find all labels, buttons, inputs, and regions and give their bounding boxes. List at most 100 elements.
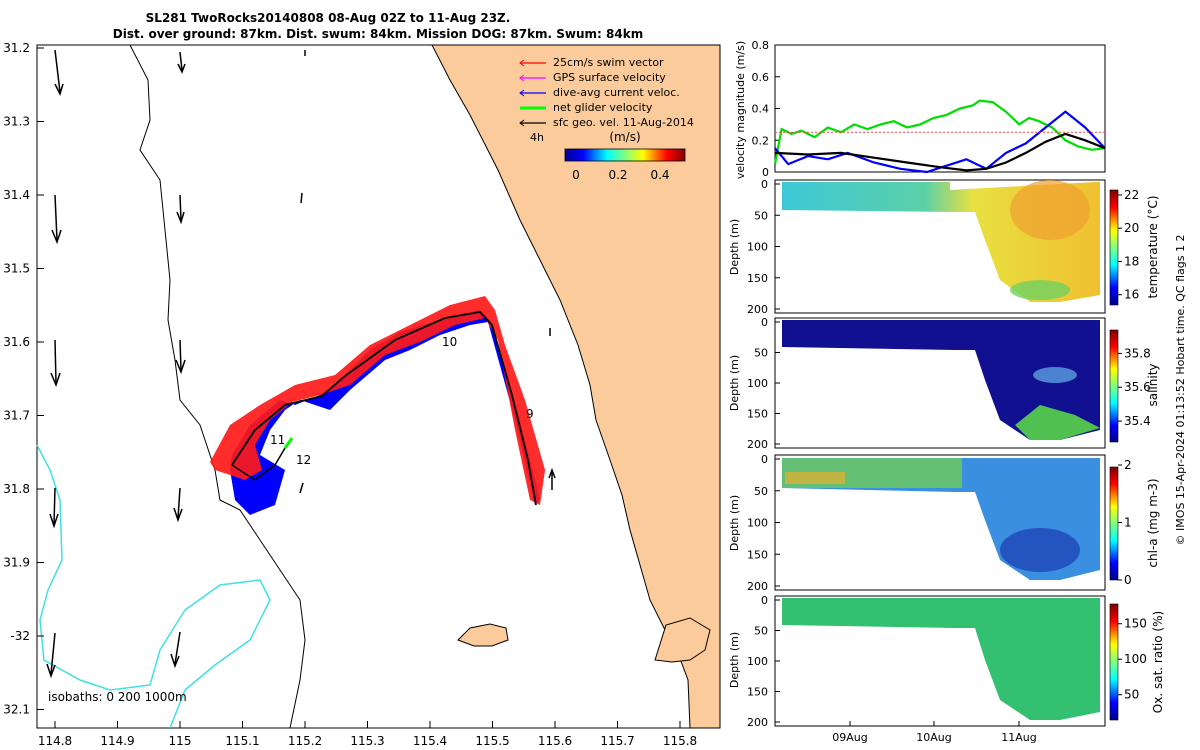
- chla-ylabel: Depth (m): [728, 495, 741, 551]
- cbar-tick: 150: [1124, 617, 1147, 631]
- depth-tick: 150: [747, 408, 768, 421]
- panel-ticks: 0501001502001618202205010015020035.435.6…: [747, 178, 1151, 744]
- chla-cbar-label: chl-a (mg m-3): [1146, 478, 1160, 567]
- svg-text:25cm/s swim vector: 25cm/s swim vector: [553, 56, 664, 69]
- track-line: [231, 311, 537, 506]
- map-lat-tick: 31.7: [3, 409, 30, 423]
- cbar-tick: 35.6: [1124, 380, 1151, 394]
- sfc-geo-vectors: [46, 49, 556, 679]
- map-lon-tick: 114.8: [38, 734, 72, 748]
- depth-tick: 200: [747, 580, 768, 593]
- chla-panel: Depth (m) chl-a (mg m-3): [728, 454, 1160, 591]
- velocity-ytick: 0: [762, 166, 769, 179]
- map-lon-tick: 115.4: [413, 734, 447, 748]
- velocity-ytick: 0.6: [752, 71, 770, 84]
- cbar-tick: 22: [1124, 188, 1139, 202]
- legend-item: 25cm/s swim vector: [519, 56, 664, 69]
- depth-tick: 50: [754, 209, 768, 222]
- map-colorbar-title: (m/s): [609, 130, 640, 144]
- cbar-tick: 35.4: [1124, 414, 1151, 428]
- svg-text:net glider velocity: net glider velocity: [553, 101, 653, 114]
- velocity-ylabel: velocity magnitude (m/s): [734, 41, 747, 179]
- title-line-2: Dist. over ground: 87km. Dist. swum: 84k…: [113, 27, 643, 41]
- map-lon-tick: 115.8: [663, 734, 697, 748]
- depth-tick: 100: [747, 655, 768, 668]
- glider-track: [210, 296, 545, 515]
- temperature-deep-cool: [1010, 280, 1070, 300]
- map-lat-tick: 31.6: [3, 335, 30, 349]
- velocity-ytick: 0.2: [752, 134, 770, 147]
- depth-tick: 0: [761, 594, 768, 607]
- map-lon-tick: 115: [169, 734, 192, 748]
- map-lat-tick: -32: [10, 629, 30, 643]
- map-lat-tick: 31.8: [3, 482, 30, 496]
- map-lat-tick: 31.9: [3, 556, 30, 570]
- temperature-colorbar: [1109, 189, 1119, 306]
- depth-tick: 150: [747, 548, 768, 561]
- cbar-tick: 20: [1124, 221, 1139, 235]
- track-label-12: 12: [296, 453, 311, 467]
- cbar-tick: 1: [1124, 516, 1132, 530]
- track-label-9: 9: [526, 407, 534, 421]
- title-line-1: SL281 TwoRocks20140808 08-Aug 02Z to 11-…: [146, 11, 511, 25]
- swim-vector-swath: [210, 296, 545, 505]
- map-lat-tick: 31.3: [3, 115, 30, 129]
- velocity-ytick: 0.8: [752, 39, 770, 52]
- date-tick: 11Aug: [1001, 731, 1036, 744]
- scale-tag: 4h: [530, 131, 544, 144]
- velocity-panel: velocity magnitude (m/s) 0 0.2 0.4 0.6 0.8: [734, 39, 1106, 179]
- depth-tick: 150: [747, 272, 768, 285]
- depth-tick: 200: [747, 303, 768, 316]
- oxygen-colorbar: [1109, 603, 1119, 721]
- cbar-tick: 16: [1124, 288, 1139, 302]
- depth-tick: 100: [747, 517, 768, 530]
- map-lon-tick: 115.2: [288, 734, 322, 748]
- map-legend: 25cm/s swim vector GPS surface velocity …: [519, 56, 694, 182]
- map-colorbar-tick: 0: [572, 168, 580, 182]
- svg-text:dive-avg current veloc.: dive-avg current veloc.: [553, 86, 680, 99]
- date-tick: 09Aug: [832, 731, 867, 744]
- oxygen-cbar-label: Ox. sat. ratio (%): [1151, 611, 1165, 713]
- legend-item: dive-avg current veloc.: [519, 86, 680, 99]
- track-label-10: 10: [442, 335, 457, 349]
- date-tick: 10Aug: [916, 731, 951, 744]
- temperature-ylabel: Depth (m): [728, 219, 741, 275]
- depth-tick: 100: [747, 241, 768, 254]
- oxygen-field: [782, 598, 1100, 720]
- svg-text:GPS surface velocity: GPS surface velocity: [553, 71, 666, 84]
- salinity-cbar-label: salinity: [1146, 363, 1160, 406]
- depth-tick: 0: [761, 316, 768, 329]
- island-garden: [654, 617, 711, 663]
- cbar-tick: 50: [1124, 688, 1139, 702]
- map-lat-tick: 31.5: [3, 262, 30, 276]
- depth-tick: 50: [754, 485, 768, 498]
- salinity-panel: Depth (m) salinity: [728, 317, 1160, 449]
- map-colorbar-tick: 0.4: [650, 168, 669, 182]
- map-lon-tick: 115.6: [538, 734, 572, 748]
- depth-tick: 100: [747, 377, 768, 390]
- map-lon-tick: 114.9: [100, 734, 134, 748]
- chla-colorbar: [1109, 466, 1119, 581]
- copyright-note: © IMOS 15-Apr-2024 01:13:52 Hobart time.…: [1174, 235, 1187, 546]
- chla-surface-high: [785, 472, 845, 484]
- velocity-series-0: [773, 99, 1106, 165]
- depth-tick: 200: [747, 438, 768, 451]
- track-label-11: 11: [270, 433, 285, 447]
- map-colorbar-tick: 0.2: [608, 168, 627, 182]
- depth-tick: 50: [754, 625, 768, 638]
- depth-tick: 0: [761, 453, 768, 466]
- map-lat-tick: 31.2: [3, 41, 30, 55]
- map-panel: 9 10 11 12 25cm/s swim vector GPS surfac…: [36, 44, 721, 729]
- map-ticks: 31.2 31.3 31.4 31.5 31.6 31.7 31.8 31.9 -32 32.1 1…: [3, 41, 697, 748]
- salinity-colorbar: [1109, 329, 1119, 443]
- depth-tick: 200: [747, 716, 768, 729]
- legend-item: sfc geo. vel. 11-Aug-2014: [519, 116, 694, 129]
- map-lon-tick: 115.7: [600, 734, 634, 748]
- map-lat-tick: 32.1: [3, 703, 30, 717]
- salinity-ylabel: Depth (m): [728, 355, 741, 411]
- map-lon-tick: 115.1: [225, 734, 259, 748]
- temperature-warm-core: [1010, 180, 1090, 240]
- velocity-series-2: [774, 132, 1106, 172]
- depth-tick: 50: [754, 347, 768, 360]
